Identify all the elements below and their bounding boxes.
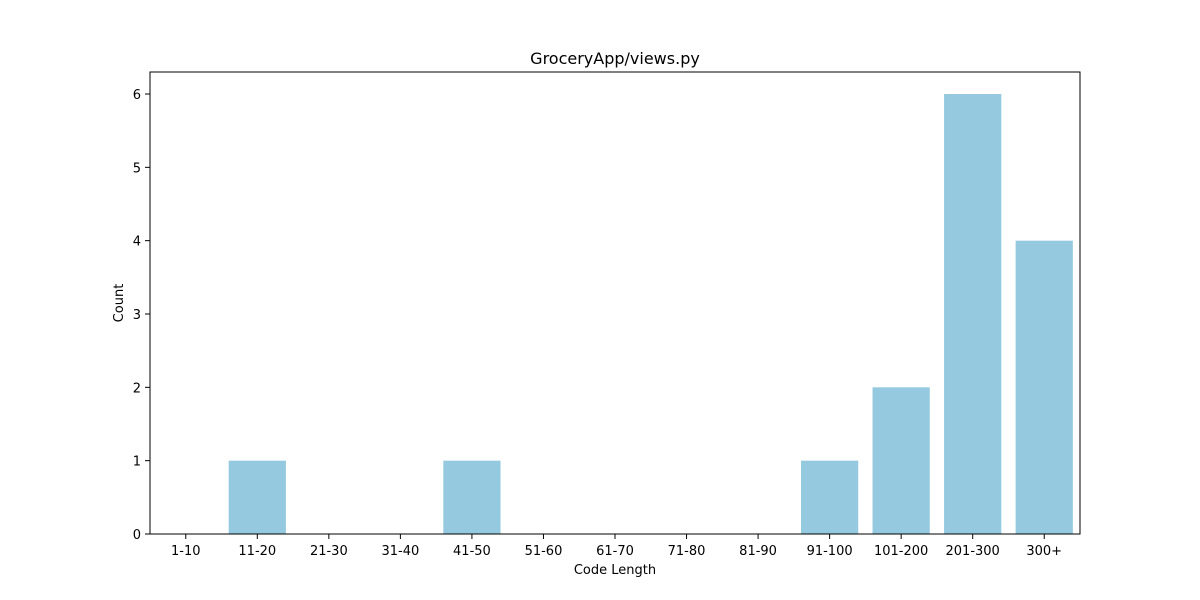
x-tick-label: 61-70 <box>596 544 634 559</box>
x-axis-label: Code Length <box>574 563 656 578</box>
x-tick-label: 101-200 <box>874 544 928 559</box>
bar-11-20 <box>228 460 286 534</box>
x-tick-label: 81-90 <box>739 544 777 559</box>
bar-91-100 <box>801 460 859 534</box>
x-tick-label: 51-60 <box>525 544 563 559</box>
bar-101-200 <box>872 387 930 534</box>
x-tick-label: 71-80 <box>668 544 706 559</box>
bar-300+ <box>1015 240 1073 534</box>
x-axis-ticks: 1-10 11-20 21-30 31-40 41-50 51-60 61-70 71-80 8… <box>171 534 1062 559</box>
y-tick-label: 4 <box>133 235 141 250</box>
x-tick-label: 1-10 <box>171 544 201 559</box>
y-tick-label: 5 <box>133 161 141 176</box>
y-tick-label: 3 <box>133 308 141 323</box>
y-tick-label: 6 <box>133 88 141 103</box>
y-tick-label: 2 <box>133 381 141 396</box>
plot-frame <box>149 71 1081 535</box>
x-tick-label: 91-100 <box>807 544 853 559</box>
bar-201-300 <box>944 94 1002 534</box>
x-tick-label: 300+ <box>1026 544 1062 559</box>
bar-41-50 <box>443 460 501 534</box>
x-tick-label: 21-30 <box>310 544 348 559</box>
chart-title: GroceryApp/views.py <box>530 49 700 68</box>
x-tick-label: 41-50 <box>453 544 491 559</box>
x-tick-label: 11-20 <box>238 544 276 559</box>
y-axis-ticks: 0 1 2 3 4 5 6 <box>133 88 150 543</box>
y-tick-label: 0 <box>133 528 141 543</box>
x-tick-label: 31-40 <box>381 544 419 559</box>
y-axis-label: Count <box>112 284 127 323</box>
x-tick-label: 201-300 <box>946 544 1000 559</box>
bars-layer <box>228 94 1073 534</box>
y-tick-label: 1 <box>133 455 141 470</box>
